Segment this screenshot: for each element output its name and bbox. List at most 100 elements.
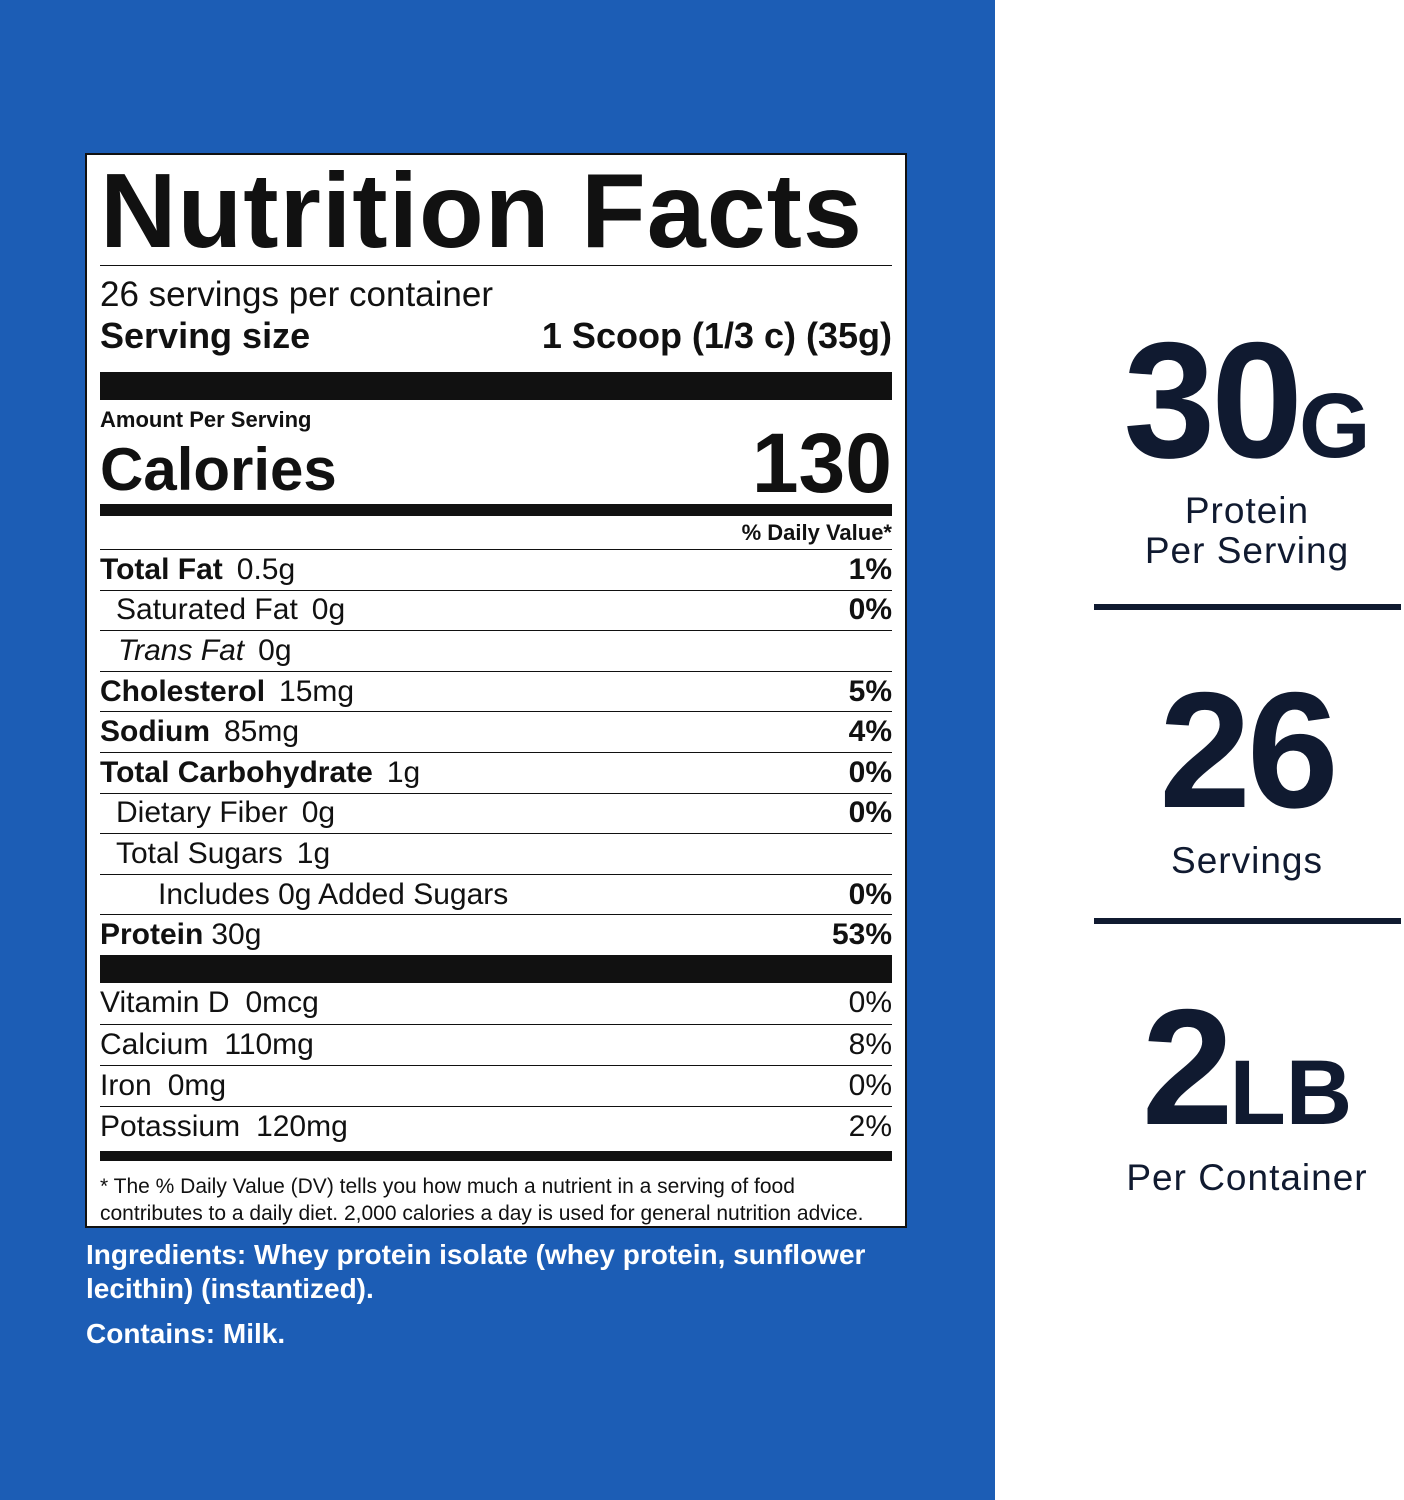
nutrient-amount: 0g [301,796,336,830]
calories-value: 130 [751,416,892,510]
medium-bar [100,504,892,516]
nutrient-left: Includes 0g Added Sugars [100,878,508,912]
nutrient-left: Dietary Fiber 0g [100,796,335,830]
thick-bar [100,372,892,400]
nutrient-name: Dietary Fiber [116,796,288,830]
highlight-caption: Per Container [1094,1158,1400,1198]
highlight-value: 30 [1123,308,1303,492]
medium-bar [100,1150,892,1161]
daily-value: 2% [848,1109,892,1143]
vitamin-row: Vitamin D 0mcg 0% [100,983,892,1024]
daily-value: 0% [848,796,892,830]
nutrient-name: Saturated Fat [116,593,298,627]
daily-value: 0% [848,986,892,1020]
highlight-value: 2 [1141,975,1234,1159]
daily-value: 8% [848,1027,892,1061]
daily-value: 5% [848,674,892,708]
highlight: 30G Protein Per Serving [1094,318,1400,571]
nutrient-amount: 0g [311,593,346,627]
vitamin-list: Vitamin D 0mcg 0% Calcium 110mg 8% Iron 0mg 0% Po… [100,983,892,1147]
nutrient-left: Total Sugars 1g [100,837,330,871]
highlight-caption: Protein Per Serving [1094,491,1400,571]
nutrient-name: Total Carbohydrate [100,755,373,789]
caption-line: Protein [1184,490,1310,531]
vitamin-left: Iron 0mg [100,1069,226,1103]
caption-line: Per Container [1126,1157,1368,1198]
nutrient-name: Protein [100,918,204,952]
thick-bar [100,954,892,983]
highlight-figure: 30G [1094,318,1400,483]
separator [1094,604,1401,610]
servings-per-container: 26 servings per container [100,275,493,314]
nutrient-left: Sodium 85mg [100,715,299,749]
vitamin-row: Calcium 110mg 8% [100,1023,892,1065]
caption-line: Per Serving [1144,530,1350,571]
nutrient-amount: 85mg [224,715,300,749]
vitamin-left: Potassium 120mg [100,1110,348,1144]
contains: Contains: Milk. [86,1318,286,1349]
nutrient-left: Total Carbohydrate 1g [100,756,420,790]
nutrient-row: Trans Fat 0g [100,630,892,671]
nutrient-row: Sodium 85mg 4% [100,711,892,752]
highlight-caption: Servings [1094,841,1400,881]
ingredients: Ingredients: Whey protein isolate (whey … [86,1239,866,1304]
nutrient-row: Total Sugars 1g [100,833,892,874]
nutrient-amount: 0g [258,633,292,667]
nutrient-amount: 30g [211,918,262,952]
label-title: Nutrition Facts [100,155,892,267]
nutrient-row: Saturated Fat 0g 0% [100,589,892,631]
nutrient-row: Cholesterol 15mg 5% [100,670,892,712]
nutrient-name: Cholesterol [100,674,266,708]
nutrient-left: Trans Fat 0g [100,634,292,668]
nutrient-name: Sodium [100,715,210,749]
vitamin-amount: 110mg [224,1027,314,1061]
vitamin-amount: 120mg [256,1109,348,1143]
nutrient-row: Protein 30g 53% [100,914,892,955]
nutrient-amount: 1g [386,755,421,789]
label-content: Nutrition Facts 26 servings per containe… [100,155,892,1227]
nutrient-left: Protein 30g [100,918,261,952]
nutrient-row: Includes 0g Added Sugars 0% [100,873,892,915]
vitamin-name: Potassium [100,1109,241,1143]
nutrient-left: Total Fat 0.5g [100,553,295,587]
daily-value: 0% [848,1068,892,1102]
daily-value: 53% [831,918,892,952]
nutrient-name: Trans Fat [118,633,245,667]
amount-per-serving: Amount Per Serving [100,407,312,432]
serving-size-label: Serving size [100,315,311,356]
highlight-value: 26 [1159,658,1339,842]
vitamin-row: Potassium 120mg 2% [100,1105,892,1147]
nutrient-name: Total Fat [100,552,223,586]
highlight: 2LB Per Container [1094,985,1400,1198]
caption-line: Servings [1171,840,1323,881]
vitamin-amount: 0mg [167,1068,227,1102]
highlight: 26 Servings [1094,668,1400,881]
nutrient-amount: 0.5g [236,552,296,586]
footnote: * The % Daily Value (DV) tells you how m… [100,1174,864,1225]
nutrient-list: Total Fat 0.5g 1% Saturated Fat 0g 0% Trans Fa… [100,549,892,955]
serving-size: 1 Scoop (1/3 c) (35g) [541,315,892,356]
separator [1094,918,1401,924]
daily-value: 0% [848,755,892,789]
nutrient-row: Total Carbohydrate 1g 0% [100,751,892,793]
nutrient-name: Total Sugars [116,836,283,870]
daily-value: 4% [848,715,892,749]
nutrient-left: Cholesterol 15mg [100,675,354,709]
vitamin-left: Vitamin D 0mcg [100,986,319,1020]
nutrition-label: Nutrition Facts 26 servings per containe… [85,153,907,1228]
nutrient-amount: 1g [296,836,331,870]
nutrient-amount: 15mg [279,674,355,708]
vitamin-row: Iron 0mg 0% [100,1064,892,1106]
serving-size-row: Serving size 1 Scoop (1/3 c) (35g) [100,312,892,362]
daily-value: 1% [848,552,892,586]
vitamin-name: Calcium [100,1027,209,1061]
daily-value: 0% [848,877,892,911]
nutrient-left: Saturated Fat 0g [100,593,345,627]
vitamin-name: Iron [100,1068,152,1102]
highlight-figure: 26 [1094,668,1400,833]
highlight-figure: 2LB [1094,985,1400,1150]
vitamin-left: Calcium 110mg [100,1028,314,1062]
vitamin-name: Vitamin D [100,986,230,1020]
vitamin-amount: 0mcg [245,986,319,1020]
daily-value-header: % Daily Value* [741,520,892,545]
